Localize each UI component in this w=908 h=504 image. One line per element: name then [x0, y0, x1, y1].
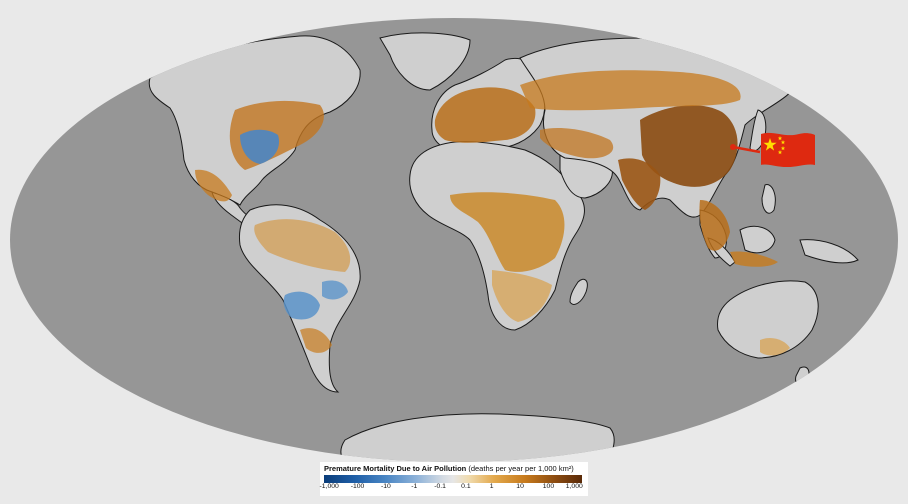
legend-tick: 100	[542, 483, 555, 490]
new-guinea	[799, 239, 859, 264]
legend-tick: 1	[489, 483, 494, 490]
overlay-brazil-negative-2	[322, 280, 348, 300]
overlay-us-negative	[240, 129, 280, 164]
overlay-mexico	[195, 169, 232, 202]
legend-color-scale	[324, 475, 582, 483]
legend-tick: 1,000	[565, 483, 583, 490]
overlay-brazil-negative	[283, 291, 320, 320]
overlay-australia-se	[760, 337, 790, 356]
antarctica	[340, 413, 615, 462]
overlay-south-america-south	[300, 328, 332, 353]
madagascar	[569, 278, 588, 305]
legend-tick: -10	[380, 483, 391, 490]
legend-tick: -1,000	[319, 483, 339, 490]
overlay-russia	[520, 70, 741, 111]
legend-tick: -1	[411, 483, 418, 490]
legend-tick: 10	[516, 483, 524, 490]
china-flag-marker	[730, 132, 815, 167]
overlay-middle-east	[540, 128, 614, 159]
legend-title: Premature Mortality Due to Air Pollution…	[324, 464, 584, 473]
greenland	[379, 32, 471, 91]
map-legend: Premature Mortality Due to Air Pollution…	[320, 462, 588, 496]
legend-tick: -0.1	[434, 483, 446, 490]
indonesia-borneo	[739, 225, 776, 254]
mortality-overlay	[195, 70, 790, 356]
china-flag-icon	[761, 132, 815, 167]
australia	[717, 280, 819, 359]
legend-units: (deaths per year per 1,000 km²)	[468, 464, 574, 473]
overlay-india-high	[618, 158, 661, 210]
overlay-se-asia	[699, 200, 730, 251]
overlay-africa-central	[450, 192, 565, 272]
flag-pointer-dot	[730, 144, 736, 150]
legend-tick: -100	[350, 483, 365, 490]
legend-title-text: Premature Mortality Due to Air Pollution	[324, 464, 467, 473]
flag-pointer-line	[732, 145, 761, 154]
philippines	[761, 184, 776, 214]
legend-ticks: -1,000 -100 -10 -1 -0.1 0.1 1 10 100 1,0…	[320, 483, 583, 493]
overlay-south-america-north	[254, 219, 351, 272]
overlay-europe	[434, 87, 536, 143]
overlay-africa-south	[492, 270, 552, 322]
legend-tick: 0.1	[461, 483, 471, 490]
overlay-china-high	[640, 105, 738, 187]
overlay-indonesia	[730, 251, 778, 267]
